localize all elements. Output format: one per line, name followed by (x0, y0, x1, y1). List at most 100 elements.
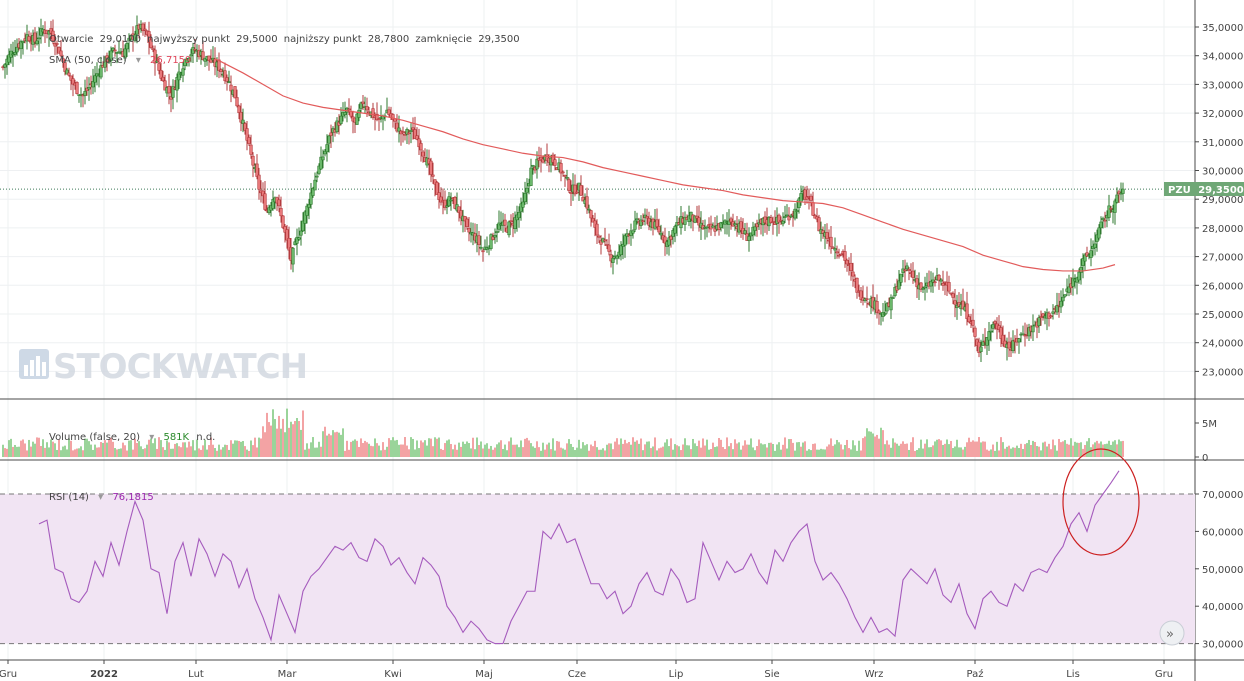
volume-bar (862, 438, 864, 457)
volume-legend-label: Volume (false, 20) (49, 432, 140, 443)
candle-body (779, 219, 783, 222)
candle-body (169, 96, 173, 100)
volume-bar (536, 441, 538, 457)
volume-bar (756, 446, 758, 457)
volume-bar (898, 445, 900, 457)
volume-bar (598, 449, 600, 457)
volume-bar (588, 450, 590, 457)
volume-bar (372, 446, 374, 457)
volume-bar (306, 443, 308, 457)
price-tick-label: 26,0000 (1202, 281, 1243, 292)
candle-body (1099, 221, 1103, 229)
volume-bar (876, 434, 878, 457)
candle-body (987, 331, 991, 341)
volume-bar (1040, 450, 1042, 457)
rsi-legend[interactable]: RSI (14) ▾ 76,1815 (49, 492, 154, 503)
volume-bar (580, 448, 582, 457)
volume-bar (1058, 438, 1060, 457)
volume-legend[interactable]: Volume (false, 20) ▾ 581K n.d. (49, 432, 215, 443)
volume-bar (142, 449, 144, 457)
volume-bar (700, 447, 702, 457)
candle-body (1055, 305, 1059, 313)
candle-body (433, 179, 437, 185)
rsi-tick-label: 70,0000 (1202, 490, 1243, 501)
candle-body (75, 82, 79, 94)
chevron-down-icon[interactable]: ▾ (136, 55, 141, 66)
volume-bar (444, 443, 446, 457)
candle-body (249, 144, 253, 155)
volume-bar (310, 442, 312, 457)
volume-bar (262, 426, 264, 457)
volume-bar (928, 447, 930, 457)
candle-body (35, 40, 39, 45)
candle-body (111, 47, 115, 51)
volume-bar (124, 445, 126, 457)
chevron-down-icon[interactable]: ▾ (149, 432, 154, 443)
volume-bars (2, 408, 1124, 457)
volume-bar (320, 446, 322, 457)
volume-bar (504, 444, 506, 457)
volume-bar (74, 449, 76, 457)
candle-body (825, 232, 829, 239)
candle-body (285, 229, 289, 241)
candle-body (951, 293, 955, 298)
x-tick-label: Sie (764, 669, 779, 680)
volume-bar (434, 437, 436, 457)
volume-bar (562, 448, 564, 457)
volume-bar (198, 448, 200, 457)
volume-bar (70, 440, 72, 457)
volume-bar (804, 441, 806, 457)
candle-body (631, 230, 635, 234)
volume-bar (666, 439, 668, 457)
volume-bar (858, 440, 860, 457)
volume-bar (430, 438, 432, 457)
rsi-tick-label: 60,0000 (1202, 527, 1243, 538)
volume-bar (418, 448, 420, 457)
volume-bar (88, 441, 90, 457)
rsi-tick-label: 50,0000 (1202, 565, 1243, 576)
svg-text:RSI (14) ▾ 76,1815: RSI (14) ▾ 76,1815 (49, 492, 154, 503)
volume-bar (460, 446, 462, 457)
candle-body (1101, 218, 1105, 220)
candle-body (911, 270, 915, 278)
volume-bar (254, 437, 256, 457)
candle-body (733, 223, 737, 226)
volume-bar (66, 449, 68, 457)
candle-body (941, 282, 945, 286)
volume-bar (884, 444, 886, 457)
volume-bar (1002, 442, 1004, 457)
volume-bar (150, 438, 152, 457)
volume-bar (614, 441, 616, 457)
volume-bar (164, 449, 166, 457)
volume-bar (176, 443, 178, 457)
candle-body (153, 49, 157, 64)
sma-legend[interactable]: SMA (50, close) ▾ 26,7159 (49, 55, 191, 66)
candle-body (371, 108, 375, 118)
volume-bar (738, 442, 740, 457)
volume-bar (272, 409, 274, 457)
candle-body (91, 81, 95, 88)
scroll-right-button[interactable]: » (1159, 620, 1185, 646)
x-tick-label: Lis (1066, 669, 1080, 680)
double-chevron-right-icon[interactable]: » (1166, 627, 1174, 642)
volume-bar (882, 430, 884, 457)
volume-bar (2, 444, 4, 457)
volume-bar (196, 439, 198, 457)
candle-body (467, 228, 471, 233)
volume-bar (1074, 441, 1076, 457)
volume-bar (292, 424, 294, 457)
candle-body (281, 215, 285, 228)
volume-bar (188, 441, 190, 457)
volume-bar (358, 446, 360, 457)
volume-bar (32, 441, 34, 457)
volume-bar (952, 448, 954, 457)
volume-bar (220, 449, 222, 457)
volume-bar (856, 450, 858, 457)
volume-bar (1034, 442, 1036, 457)
volume-bar (1022, 448, 1024, 457)
volume-bar (942, 444, 944, 457)
chevron-down-icon[interactable]: ▾ (98, 492, 103, 503)
candle-body (787, 215, 791, 221)
candle-body (711, 225, 715, 228)
candle-body (431, 174, 435, 177)
